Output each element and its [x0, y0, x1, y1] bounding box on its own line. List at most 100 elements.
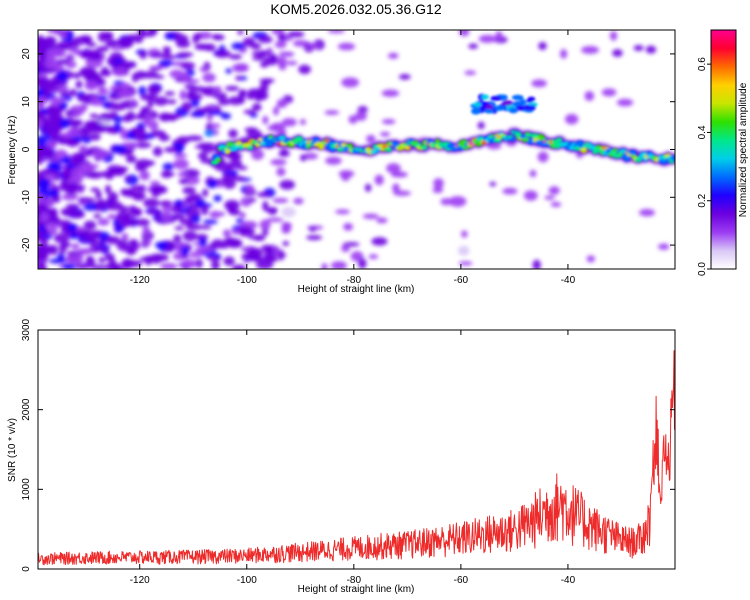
heatmap-cell — [185, 135, 204, 142]
heatmap-cell — [38, 248, 44, 256]
heatmap-cell — [75, 80, 83, 89]
heatmap-cell — [172, 213, 185, 220]
y-tick-label: -20 — [21, 237, 32, 252]
heatmap-cell — [93, 213, 102, 219]
heatmap-cell — [181, 101, 193, 112]
heatmap-cell — [104, 184, 112, 194]
heatmap-cell — [548, 186, 560, 195]
heatmap-cell — [117, 89, 135, 99]
heatmap-cell — [458, 245, 470, 256]
heatmap-cell — [69, 232, 78, 240]
heatmap-cell — [253, 234, 266, 242]
heatmap-cell — [108, 39, 119, 45]
heatmap-cell — [209, 123, 221, 129]
heatmap-cell — [222, 172, 231, 183]
heatmap-cell — [539, 136, 546, 141]
heatmap-cell — [348, 115, 358, 124]
heatmap-cell — [97, 95, 108, 101]
heatmap-cell — [169, 69, 185, 79]
heatmap-cell — [550, 201, 562, 208]
heatmap-cell — [38, 150, 55, 158]
heatmap-cell — [45, 222, 62, 229]
heatmap-cell — [100, 112, 113, 118]
heatmap-cell — [264, 56, 278, 66]
heatmap-cell — [346, 143, 353, 149]
heatmap-cell — [117, 37, 134, 49]
heatmap-cell — [538, 41, 547, 50]
heatmap-cell — [97, 218, 110, 226]
heatmap-cell — [282, 223, 292, 232]
heatmap-cell — [255, 94, 267, 100]
heatmap-cell — [126, 111, 136, 122]
heatmap-cell — [433, 178, 444, 189]
spectrogram-y-label: Frequency (Hz) — [7, 116, 18, 185]
heatmap-cell — [207, 179, 218, 189]
spectrogram-heatmap — [38, 30, 675, 269]
heatmap-cell — [93, 247, 109, 252]
heatmap-cell — [107, 191, 119, 202]
heatmap-cell — [638, 208, 656, 217]
heatmap-cell — [84, 80, 98, 91]
heatmap-cell — [66, 254, 84, 264]
heatmap-cell — [514, 131, 522, 138]
heatmap-cell — [139, 50, 147, 60]
heatmap-cell — [160, 262, 178, 269]
heatmap-cell — [162, 162, 175, 171]
heatmap-cell — [58, 243, 67, 254]
heatmap-cell — [48, 246, 58, 256]
heatmap-cell — [97, 89, 110, 95]
heatmap-cell — [130, 207, 143, 217]
heatmap-cell — [581, 45, 600, 54]
heatmap-cell — [42, 84, 50, 92]
heatmap-cell — [167, 99, 177, 105]
heatmap-cell — [494, 105, 506, 111]
heatmap-cell — [83, 202, 98, 211]
heatmap-cell — [173, 153, 188, 159]
heatmap-cell — [238, 226, 255, 237]
heatmap-cell — [139, 256, 157, 262]
heatmap-cell — [139, 170, 150, 181]
heatmap-cell — [98, 257, 106, 263]
heatmap-cell — [47, 57, 57, 63]
heatmap-cell — [113, 219, 120, 226]
heatmap-cell — [149, 184, 166, 191]
heatmap-cell — [232, 228, 240, 236]
snr-panel: -120 -100 -80 -60 -40 0 1000 2000 3000 Height o… — [7, 318, 676, 595]
heatmap-cell — [255, 260, 274, 269]
heatmap-cell — [111, 144, 127, 154]
heatmap-cell — [38, 253, 48, 262]
heatmap-cell — [121, 232, 129, 242]
heatmap-cell — [327, 30, 345, 34]
heatmap-cell — [355, 110, 367, 121]
heatmap-cell — [658, 243, 670, 250]
heatmap-cell — [130, 98, 138, 107]
heatmap-cell — [38, 170, 46, 181]
heatmap-cell — [57, 97, 66, 102]
heatmap-cell — [38, 99, 44, 110]
heatmap-cell — [78, 162, 95, 174]
heatmap-cell — [228, 129, 238, 139]
heatmap-cell — [135, 218, 150, 227]
heatmap-cell — [381, 118, 396, 125]
heatmap-cell — [312, 137, 320, 144]
y-tick-label: 10 — [21, 96, 32, 108]
heatmap-cell — [61, 156, 72, 164]
heatmap-cell — [100, 70, 112, 77]
heatmap-cell — [53, 233, 70, 244]
heatmap-cell — [115, 225, 125, 233]
heatmap-cell — [256, 191, 271, 198]
heatmap-cell — [176, 52, 194, 58]
heatmap-cell — [50, 109, 62, 119]
heatmap-cell — [213, 34, 225, 41]
heatmap-cell — [270, 122, 286, 133]
heatmap-cell — [376, 217, 388, 224]
heatmap-cell — [337, 42, 356, 51]
heatmap-cell — [56, 58, 70, 65]
heatmap-cell — [252, 251, 260, 261]
heatmap-cell — [374, 174, 384, 186]
heatmap-cell — [580, 147, 588, 154]
heatmap-cell — [222, 229, 232, 238]
heatmap-cell — [198, 142, 216, 147]
heatmap-cell — [341, 244, 350, 253]
